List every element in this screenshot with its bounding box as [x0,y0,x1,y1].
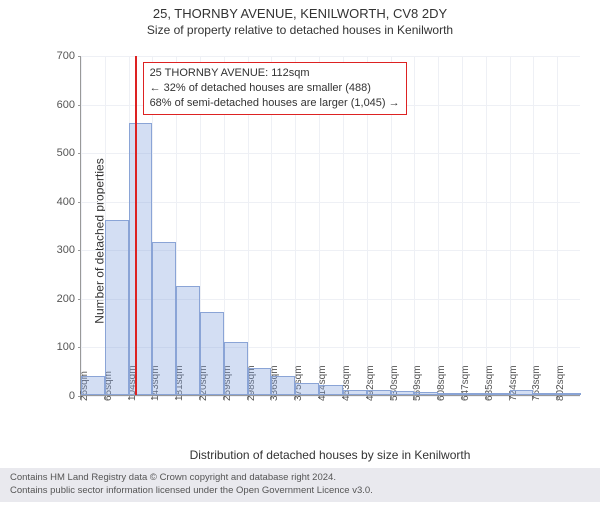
gridline-v [486,56,487,395]
x-tick-label: 492sqm [365,365,376,401]
footer-line-1: Contains HM Land Registry data © Crown c… [10,472,590,485]
histogram-bar [557,393,581,395]
histogram-bar [343,390,367,395]
x-tick-label: 647sqm [460,365,471,401]
x-axis-label: Distribution of detached houses by size … [80,448,580,462]
histogram-bar [224,342,248,395]
gridline-v [462,56,463,395]
histogram-bar [271,376,295,395]
histogram-bar [81,376,105,395]
footer: Contains HM Land Registry data © Crown c… [0,468,600,502]
gridline-h [81,202,580,203]
x-tick-label: 802sqm [555,365,566,401]
histogram-bar [200,312,224,395]
gridline-v [533,56,534,395]
y-tick-label: 100 [57,341,81,353]
x-tick-label: 763sqm [531,365,542,401]
gridline-v [81,56,82,395]
histogram-bar [319,385,343,395]
histogram-bar [248,368,272,395]
histogram-bar [414,392,438,395]
x-tick-label: 569sqm [412,365,423,401]
x-tick-label: 530sqm [389,365,400,401]
info-box: 25 THORNBY AVENUE: 112sqm← 32% of detach… [143,62,407,115]
x-tick-label: 685sqm [484,365,495,401]
page-title: 25, THORNBY AVENUE, KENILWORTH, CV8 2DY [0,6,600,21]
y-tick-label: 500 [57,147,81,159]
footer-line-2: Contains public sector information licen… [10,485,590,498]
y-tick-label: 400 [57,196,81,208]
x-tick-label: 724sqm [508,365,519,401]
histogram-bar [295,383,319,395]
histogram-bar [462,393,486,395]
histogram-bar [486,393,510,395]
gridline-h [81,56,580,57]
marker-line [135,56,137,395]
histogram-bar [510,390,534,395]
gridline-v [510,56,511,395]
gridline-v [414,56,415,395]
histogram-bar [533,393,557,395]
x-tick-label: 608sqm [436,365,447,401]
y-tick-label: 300 [57,244,81,256]
y-tick-label: 200 [57,293,81,305]
info-box-line-1: 25 THORNBY AVENUE: 112sqm [150,66,400,81]
page-subtitle: Size of property relative to detached ho… [0,23,600,37]
histogram-bar [367,390,391,395]
x-tick-label: 453sqm [341,365,352,401]
histogram-bar [391,391,415,395]
info-box-line-3: 68% of semi-detached houses are larger (… [150,96,400,111]
gridline-v [557,56,558,395]
histogram-bar [105,220,129,395]
gridline-v [438,56,439,395]
plot-area: 010020030040050060070026sqm65sqm104sqm14… [80,56,580,396]
histogram-bar [129,123,153,395]
histogram-bar [176,286,200,395]
histogram-bar [152,242,176,395]
chart-container: Number of detached properties 0100200300… [55,56,580,426]
y-tick-label: 700 [57,50,81,62]
y-tick-label: 600 [57,99,81,111]
info-box-line-2: ← 32% of detached houses are smaller (48… [150,81,400,96]
histogram-bar [438,393,462,395]
gridline-h [81,153,580,154]
